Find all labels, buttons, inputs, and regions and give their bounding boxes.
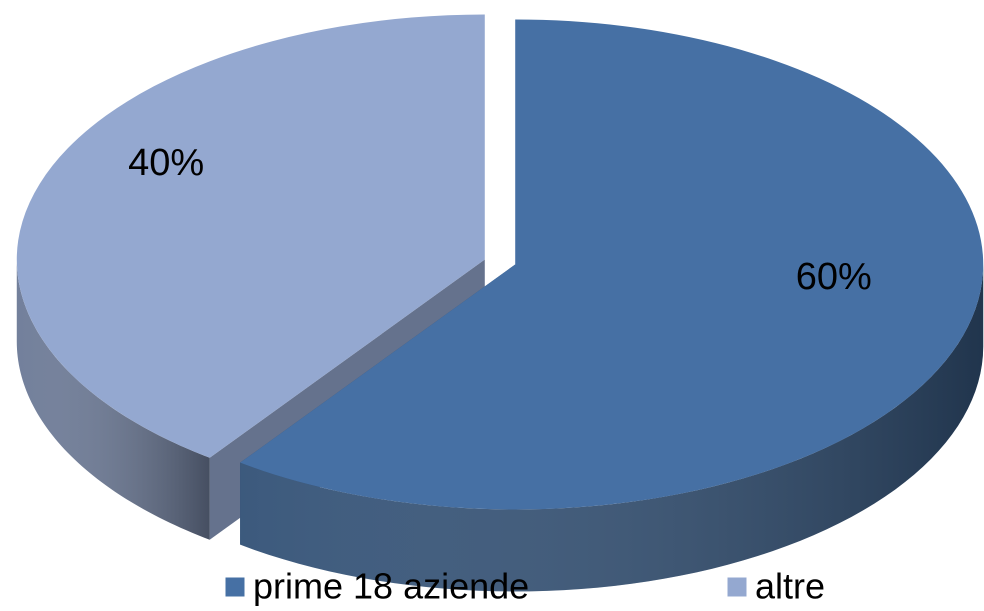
legend-label: altre (755, 566, 825, 607)
legend-label: prime 18 aziende (253, 566, 529, 607)
legend-swatch (224, 576, 246, 598)
data-label: 60% (796, 256, 872, 298)
slice (240, 19, 984, 510)
slice-side-shade (16, 259, 210, 540)
data-label: 40% (128, 142, 204, 184)
slice-side-shade (240, 264, 984, 592)
slice (16, 14, 485, 458)
pie: 60% 40% (16, 14, 984, 592)
legend-swatch (726, 576, 748, 598)
legend: prime 18 aziende altre (224, 566, 825, 607)
